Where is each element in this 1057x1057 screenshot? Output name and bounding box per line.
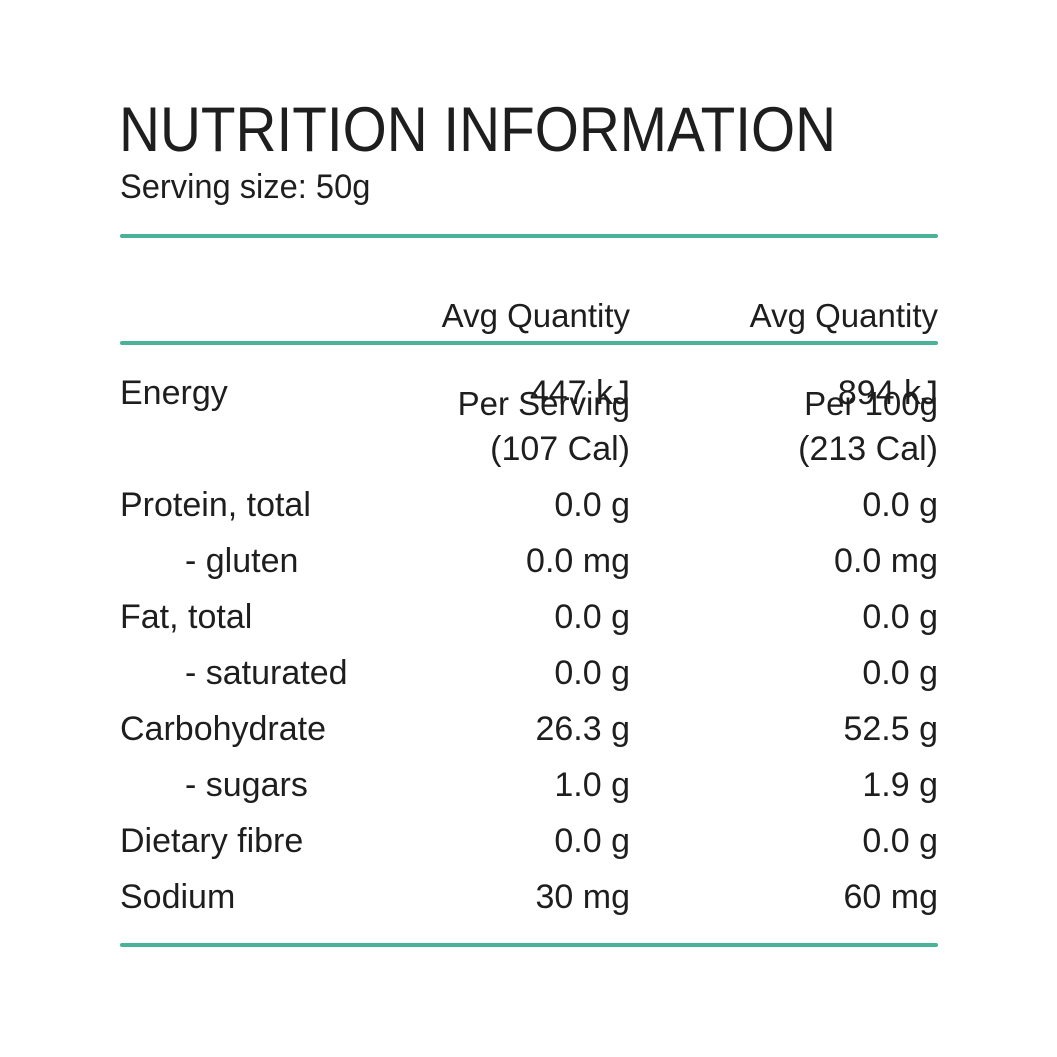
row-value-per-serving: 0.0 g — [554, 821, 630, 860]
row-label: - saturated — [185, 653, 348, 692]
row-value-per-100g: 0.0 g — [862, 597, 938, 636]
row-value-per-100g: 52.5 g — [843, 709, 938, 748]
table-row: Carbohydrate 26.3 g 52.5 g — [120, 701, 938, 757]
table-row: Energy 447 kJ 894 kJ — [120, 365, 938, 421]
row-value-per-100g: (213 Cal) — [798, 429, 938, 468]
row-value-per-100g: 0.0 mg — [834, 541, 938, 580]
divider-bottom — [120, 943, 938, 947]
table-row: - saturated 0.0 g 0.0 g — [120, 645, 938, 701]
row-value-per-serving: 447 kJ — [529, 373, 630, 412]
row-value-per-serving: 30 mg — [535, 877, 631, 916]
table-row: - sugars 1.0 g 1.9 g — [120, 757, 938, 813]
table-row: Protein, total 0.0 g 0.0 g — [120, 477, 938, 533]
row-label: Protein, total — [120, 485, 311, 524]
divider-top — [120, 234, 938, 238]
row-label: Energy — [120, 373, 228, 412]
nutrition-title: NUTRITION INFORMATION — [119, 95, 837, 165]
column-header-per-100g: Avg Quantity Per 100g — [630, 250, 938, 470]
row-value-per-100g: 894 kJ — [837, 373, 938, 412]
serving-size: Serving size: 50g — [120, 168, 371, 206]
row-value-per-100g: 60 mg — [843, 877, 939, 916]
column-header-per-serving: Avg Quantity Per Serving — [400, 250, 630, 470]
row-label: - gluten — [185, 541, 299, 580]
row-value-per-serving: 0.0 mg — [526, 541, 630, 580]
table-row: Sodium 30 mg 60 mg — [120, 869, 938, 925]
row-label: Fat, total — [120, 597, 253, 636]
row-value-per-serving: 1.0 g — [554, 765, 630, 804]
row-value-per-serving: (107 Cal) — [490, 429, 630, 468]
row-value-per-100g: 0.0 g — [862, 653, 938, 692]
column-header-per-serving-line1: Avg Quantity — [441, 297, 630, 334]
table-row: - gluten 0.0 mg 0.0 mg — [120, 533, 938, 589]
table-row: Fat, total 0.0 g 0.0 g — [120, 589, 938, 645]
row-label: - sugars — [185, 765, 308, 804]
row-label: Carbohydrate — [120, 709, 327, 748]
row-value-per-100g: 1.9 g — [862, 765, 938, 804]
table-row: Dietary fibre 0.0 g 0.0 g — [120, 813, 938, 869]
row-value-per-serving: 0.0 g — [554, 653, 630, 692]
row-value-per-serving: 26.3 g — [535, 709, 630, 748]
column-header-per-serving-line2: Per Serving — [457, 385, 630, 422]
row-value-per-serving: 0.0 g — [554, 597, 630, 636]
column-header-per-100g-line1: Avg Quantity — [749, 297, 938, 334]
divider-header — [120, 341, 938, 345]
table-row: (107 Cal) (213 Cal) — [120, 421, 938, 477]
row-label: Sodium — [120, 877, 236, 916]
nutrition-rows: Energy 447 kJ 894 kJ (107 Cal) (213 Cal)… — [120, 365, 938, 925]
row-label: Dietary fibre — [120, 821, 304, 860]
row-value-per-100g: 0.0 g — [862, 485, 938, 524]
row-value-per-100g: 0.0 g — [862, 821, 938, 860]
column-header-per-100g-line2: Per 100g — [804, 385, 938, 422]
column-headers: Avg Quantity Per Serving Avg Quantity Pe… — [120, 250, 938, 470]
row-value-per-serving: 0.0 g — [554, 485, 630, 524]
